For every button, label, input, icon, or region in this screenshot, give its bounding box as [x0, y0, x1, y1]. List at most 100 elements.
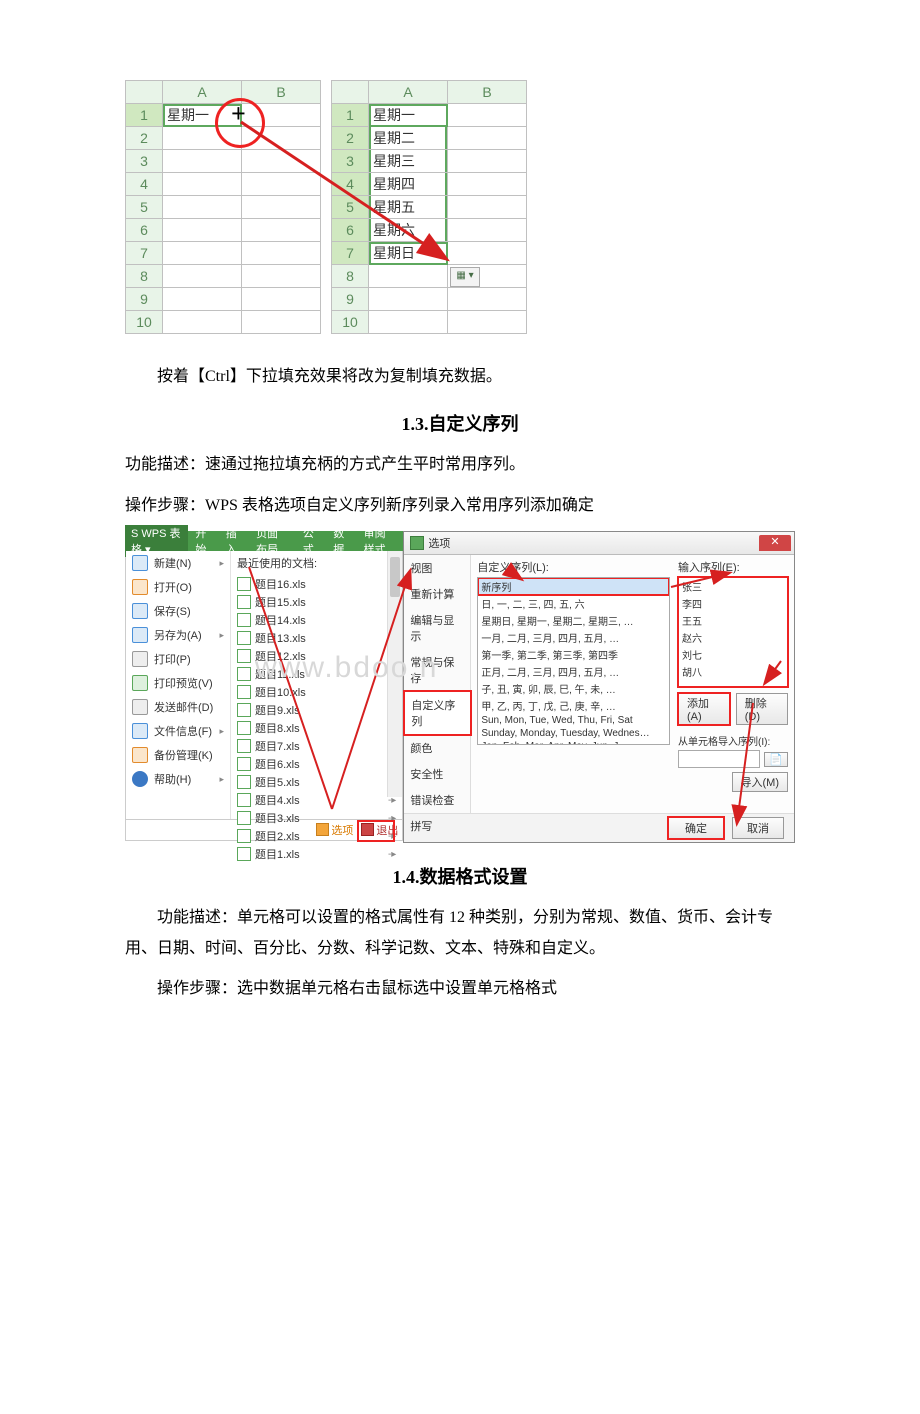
- paragraph-1-4-b: 操作步骤：选中数据单元格右击鼠标选中设置单元格格式: [125, 974, 795, 1004]
- pin-icon[interactable]: -▸: [388, 831, 402, 842]
- menu-icon: [132, 771, 148, 787]
- row-1-header: 1: [126, 104, 163, 127]
- dialog-titlebar: 选项 ✕: [404, 532, 794, 555]
- range-picker-icon[interactable]: 📄: [764, 752, 788, 767]
- recent-file[interactable]: 题目14.xls-▸: [237, 611, 402, 629]
- menu-item[interactable]: 文件信息(F)▸: [126, 719, 230, 743]
- menu-icon: [132, 627, 148, 643]
- add-button[interactable]: 添加(A): [678, 693, 730, 725]
- menu-icon: [132, 651, 148, 667]
- recent-file[interactable]: 题目5.xls-▸: [237, 773, 402, 791]
- input-list-box[interactable]: 张三李四王五赵六刘七胡八: [678, 577, 788, 687]
- custom-list-box[interactable]: 新序列日, 一, 二, 三, 四, 五, 六星期日, 星期一, 星期二, 星期三…: [477, 577, 670, 745]
- list-item[interactable]: 星期日, 星期一, 星期二, 星期三, …: [478, 612, 669, 629]
- recent-file[interactable]: 题目3.xls-▸: [237, 809, 402, 827]
- options-tab[interactable]: 视图: [404, 555, 470, 581]
- ok-button[interactable]: 确定: [668, 817, 724, 839]
- paragraph-1-3-a: 功能描述：速通过拖拉填充柄的方式产生平时常用序列。: [125, 450, 795, 480]
- custom-list-label: 自定义序列(L):: [477, 559, 670, 575]
- section-1-4-title: 1.4.数据格式设置: [125, 863, 795, 889]
- recent-file[interactable]: 题目16.xls-▸: [237, 575, 402, 593]
- menu-item[interactable]: 新建(N)▸: [126, 551, 230, 575]
- options-tab[interactable]: 自定义序列: [404, 691, 471, 735]
- list-item[interactable]: Sun, Mon, Tue, Wed, Thu, Fri, Sat: [478, 714, 669, 727]
- options-tab[interactable]: 重新计算: [404, 581, 470, 607]
- file-icon: [237, 775, 251, 789]
- recent-file[interactable]: 题目9.xls-▸: [237, 701, 402, 719]
- custom-list-figure: www.bdoo.n S WPS 表格 ▾ 开始 插入 页面布局 公式 数据 审…: [125, 531, 795, 843]
- import-range-input[interactable]: [678, 750, 760, 768]
- options-dialog: 选项 ✕ 视图重新计算编辑与显示常规与保存自定义序列颜色安全性错误检查拼写 自定…: [403, 531, 795, 843]
- list-item[interactable]: 赵六: [679, 629, 787, 646]
- list-item[interactable]: 甲, 乙, 丙, 丁, 戊, 己, 庚, 辛, …: [478, 697, 669, 714]
- options-tab[interactable]: 拼写: [404, 813, 470, 839]
- options-tab[interactable]: 常规与保存: [404, 649, 470, 691]
- menu-icon: [132, 579, 148, 595]
- chevron-right-icon: ▸: [219, 558, 224, 569]
- col-A-header: A: [163, 81, 242, 104]
- list-item[interactable]: Sunday, Monday, Tuesday, Wednes…: [478, 727, 669, 740]
- recent-file[interactable]: 题目1.xls-▸: [237, 845, 402, 863]
- file-icon: [237, 685, 251, 699]
- close-icon[interactable]: ✕: [759, 535, 791, 551]
- file-icon: [237, 649, 251, 663]
- autofill-options-icon[interactable]: ▦ ▾: [450, 267, 480, 287]
- menu-item[interactable]: 打印预览(V): [126, 671, 230, 695]
- list-item[interactable]: 新序列: [478, 578, 669, 595]
- menu-item[interactable]: 打开(O): [126, 575, 230, 599]
- recent-file[interactable]: 题目15.xls-▸: [237, 593, 402, 611]
- cancel-button[interactable]: 取消: [732, 817, 784, 839]
- paragraph-ctrl: 按着【Ctrl】下拉填充效果将改为复制填充数据。: [125, 362, 795, 392]
- list-item[interactable]: 刘七: [679, 646, 787, 663]
- options-tab[interactable]: 编辑与显示: [404, 607, 470, 649]
- recent-header: 最近使用的文档:: [237, 555, 402, 571]
- cell-A1[interactable]: 星期一: [163, 104, 242, 127]
- recent-file[interactable]: 题目2.xls-▸: [237, 827, 402, 845]
- pin-icon[interactable]: -▸: [388, 849, 402, 860]
- recent-file[interactable]: 题目4.xls-▸: [237, 791, 402, 809]
- list-item[interactable]: 第一季, 第二季, 第三季, 第四季: [478, 646, 669, 663]
- menu-label: 发送邮件(D): [154, 699, 213, 715]
- menu-item[interactable]: 帮助(H)▸: [126, 767, 230, 791]
- list-item[interactable]: 子, 丑, 寅, 卯, 辰, 巳, 午, 未, …: [478, 680, 669, 697]
- list-item[interactable]: 日, 一, 二, 三, 四, 五, 六: [478, 595, 669, 612]
- input-list-label: 输入序列(E):: [678, 559, 788, 575]
- recent-file[interactable]: 题目12.xls-▸: [237, 647, 402, 665]
- menu-item[interactable]: 另存为(A)▸: [126, 623, 230, 647]
- menu-icon: [132, 699, 148, 715]
- list-item[interactable]: Jan, Feb, Mar, Apr, May, Jun, J…: [478, 740, 669, 745]
- import-label: 从单元格导入序列(I):: [678, 733, 788, 748]
- options-tab[interactable]: 错误检查: [404, 787, 470, 813]
- list-item[interactable]: 一月, 二月, 三月, 四月, 五月, …: [478, 629, 669, 646]
- menu-label: 打印预览(V): [154, 675, 213, 691]
- file-icon: [237, 703, 251, 717]
- menu-item[interactable]: 发送邮件(D): [126, 695, 230, 719]
- list-item[interactable]: 胡八: [679, 663, 787, 680]
- menu-item[interactable]: 备份管理(K): [126, 743, 230, 767]
- recent-file[interactable]: 题目11.xls-▸: [237, 665, 402, 683]
- list-item[interactable]: 张三: [679, 578, 787, 595]
- paragraph-1-4-a: 功能描述：单元格可以设置的格式属性有 12 种类别，分别为常规、数值、货币、会计…: [125, 903, 795, 964]
- delete-button[interactable]: 删除(D): [736, 693, 788, 725]
- recent-file[interactable]: 题目8.xls-▸: [237, 719, 402, 737]
- section-1-3-title: 1.3.自定义序列: [125, 410, 795, 436]
- recent-file[interactable]: 题目13.xls-▸: [237, 629, 402, 647]
- chevron-right-icon: ▸: [219, 774, 224, 785]
- import-button[interactable]: 导入(M): [732, 772, 789, 792]
- menu-item[interactable]: 打印(P): [126, 647, 230, 671]
- options-tab[interactable]: 安全性: [404, 761, 470, 787]
- app-menu-screenshot: S WPS 表格 ▾ 开始 插入 页面布局 公式 数据 审阅样式 新建(N)▸打…: [125, 531, 403, 841]
- cell-A1[interactable]: 星期一: [369, 104, 448, 127]
- file-icon: [237, 595, 251, 609]
- options-tab[interactable]: 颜色: [404, 735, 470, 761]
- list-item[interactable]: 王五: [679, 612, 787, 629]
- scrollbar[interactable]: [387, 551, 402, 797]
- recent-file[interactable]: 题目10.xls-▸: [237, 683, 402, 701]
- menu-item[interactable]: 保存(S): [126, 599, 230, 623]
- list-item[interactable]: 正月, 二月, 三月, 四月, 五月, …: [478, 663, 669, 680]
- ribbon: S WPS 表格 ▾ 开始 插入 页面布局 公式 数据 审阅样式: [125, 531, 403, 551]
- pin-icon[interactable]: -▸: [388, 813, 402, 824]
- recent-file[interactable]: 题目7.xls-▸: [237, 737, 402, 755]
- list-item[interactable]: 李四: [679, 595, 787, 612]
- recent-file[interactable]: 题目6.xls-▸: [237, 755, 402, 773]
